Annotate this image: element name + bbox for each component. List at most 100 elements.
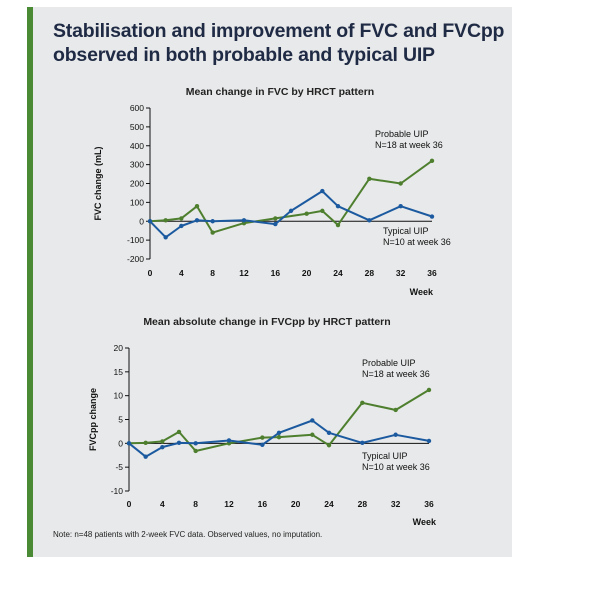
data-point — [429, 158, 435, 164]
annotation-count: N=10 at week 36 — [362, 462, 430, 472]
y-tick-label: 400 — [130, 141, 144, 151]
data-point — [335, 203, 341, 209]
x-tick-label: 36 — [427, 268, 437, 278]
y-tick-label: 100 — [130, 197, 144, 207]
data-point — [398, 203, 403, 209]
data-point — [393, 432, 398, 437]
data-point — [163, 235, 168, 240]
x-axis-label: Week — [413, 517, 437, 527]
annotation-label: Probable UIP — [375, 129, 429, 139]
data-point — [210, 219, 215, 224]
data-point — [241, 218, 247, 223]
x-tick-label: 16 — [258, 499, 268, 509]
data-point — [276, 430, 282, 436]
data-point — [194, 203, 200, 209]
y-tick-label: -200 — [127, 254, 144, 264]
y-tick-label: -10 — [111, 486, 124, 496]
data-point — [310, 418, 315, 423]
data-point — [193, 448, 198, 454]
y-tick-label: -100 — [127, 235, 144, 245]
data-point — [126, 441, 132, 446]
data-point — [326, 443, 332, 448]
data-point — [160, 444, 165, 450]
x-tick-label: 8 — [193, 499, 198, 509]
data-point — [429, 214, 435, 219]
data-point — [426, 387, 432, 393]
x-tick-label: 20 — [291, 499, 301, 509]
data-point — [160, 439, 165, 444]
content-panel — [27, 7, 512, 557]
accent-bar — [27, 7, 33, 557]
chart-title: Mean absolute change in FVCpp by HRCT pa… — [143, 316, 390, 328]
y-tick-label: 200 — [130, 179, 144, 189]
data-point — [360, 400, 365, 406]
data-point — [163, 218, 168, 223]
data-point — [398, 181, 403, 186]
x-tick-label: 0 — [127, 499, 132, 509]
footnote: Note: n=48 patients with 2-week FVC data… — [53, 530, 323, 539]
y-axis-label: FVC change (mL) — [93, 146, 103, 220]
x-tick-label: 24 — [333, 268, 343, 278]
x-tick-label: 20 — [302, 268, 312, 278]
annotation-count: N=10 at week 36 — [383, 237, 451, 247]
x-tick-label: 32 — [396, 268, 406, 278]
y-tick-label: 20 — [114, 343, 124, 353]
data-point — [143, 454, 148, 459]
annotation-label: Typical UIP — [383, 226, 429, 236]
data-point — [367, 218, 372, 223]
data-point — [193, 441, 198, 446]
x-tick-label: 0 — [148, 268, 153, 278]
y-tick-label: 15 — [114, 367, 124, 377]
series-line-1 — [128, 389, 430, 452]
x-tick-label: 12 — [224, 499, 234, 509]
x-tick-label: 8 — [210, 268, 215, 278]
x-tick-label: 36 — [424, 499, 434, 509]
y-tick-label: 500 — [130, 122, 144, 132]
x-axis-label: Week — [410, 287, 434, 297]
x-tick-label: 32 — [391, 499, 401, 509]
annotation-label: Typical UIP — [362, 451, 408, 461]
x-tick-label: 4 — [160, 499, 165, 509]
x-tick-label: 16 — [271, 268, 281, 278]
data-point — [194, 218, 200, 223]
data-point — [320, 208, 325, 214]
data-point — [320, 188, 325, 194]
x-tick-label: 28 — [365, 268, 375, 278]
annotation-count: N=18 at week 36 — [375, 140, 443, 150]
x-tick-label: 28 — [358, 499, 368, 509]
annotation-count: N=18 at week 36 — [362, 369, 430, 379]
data-point — [179, 216, 184, 221]
x-tick-label: 24 — [324, 499, 334, 509]
y-tick-label: 0 — [139, 216, 144, 226]
data-point — [276, 434, 282, 440]
data-point — [367, 176, 372, 181]
y-axis-label: FVCpp change — [88, 388, 98, 451]
data-point — [393, 407, 398, 413]
x-tick-label: 12 — [239, 268, 249, 278]
chart-title: Mean change in FVC by HRCT pattern — [186, 86, 374, 98]
data-point — [304, 211, 309, 216]
data-point — [147, 219, 153, 224]
data-point — [310, 432, 315, 437]
y-tick-label: 5 — [118, 415, 123, 425]
data-point — [179, 223, 184, 229]
y-tick-label: -5 — [115, 462, 123, 472]
y-tick-label: 600 — [130, 103, 144, 113]
data-point — [176, 429, 182, 435]
data-point — [226, 438, 232, 443]
page-title: Stabilisation and improvement of FVC and… — [53, 20, 505, 66]
data-point — [260, 435, 265, 440]
y-tick-label: 0 — [118, 438, 123, 448]
data-point — [360, 440, 365, 446]
data-point — [326, 430, 332, 436]
data-point — [426, 438, 432, 444]
data-point — [210, 230, 215, 235]
data-point — [288, 208, 294, 214]
y-tick-label: 10 — [114, 391, 124, 401]
data-point — [335, 222, 341, 228]
data-point — [176, 440, 182, 446]
data-point — [273, 221, 278, 227]
x-tick-label: 4 — [179, 268, 184, 278]
data-point — [273, 216, 278, 221]
